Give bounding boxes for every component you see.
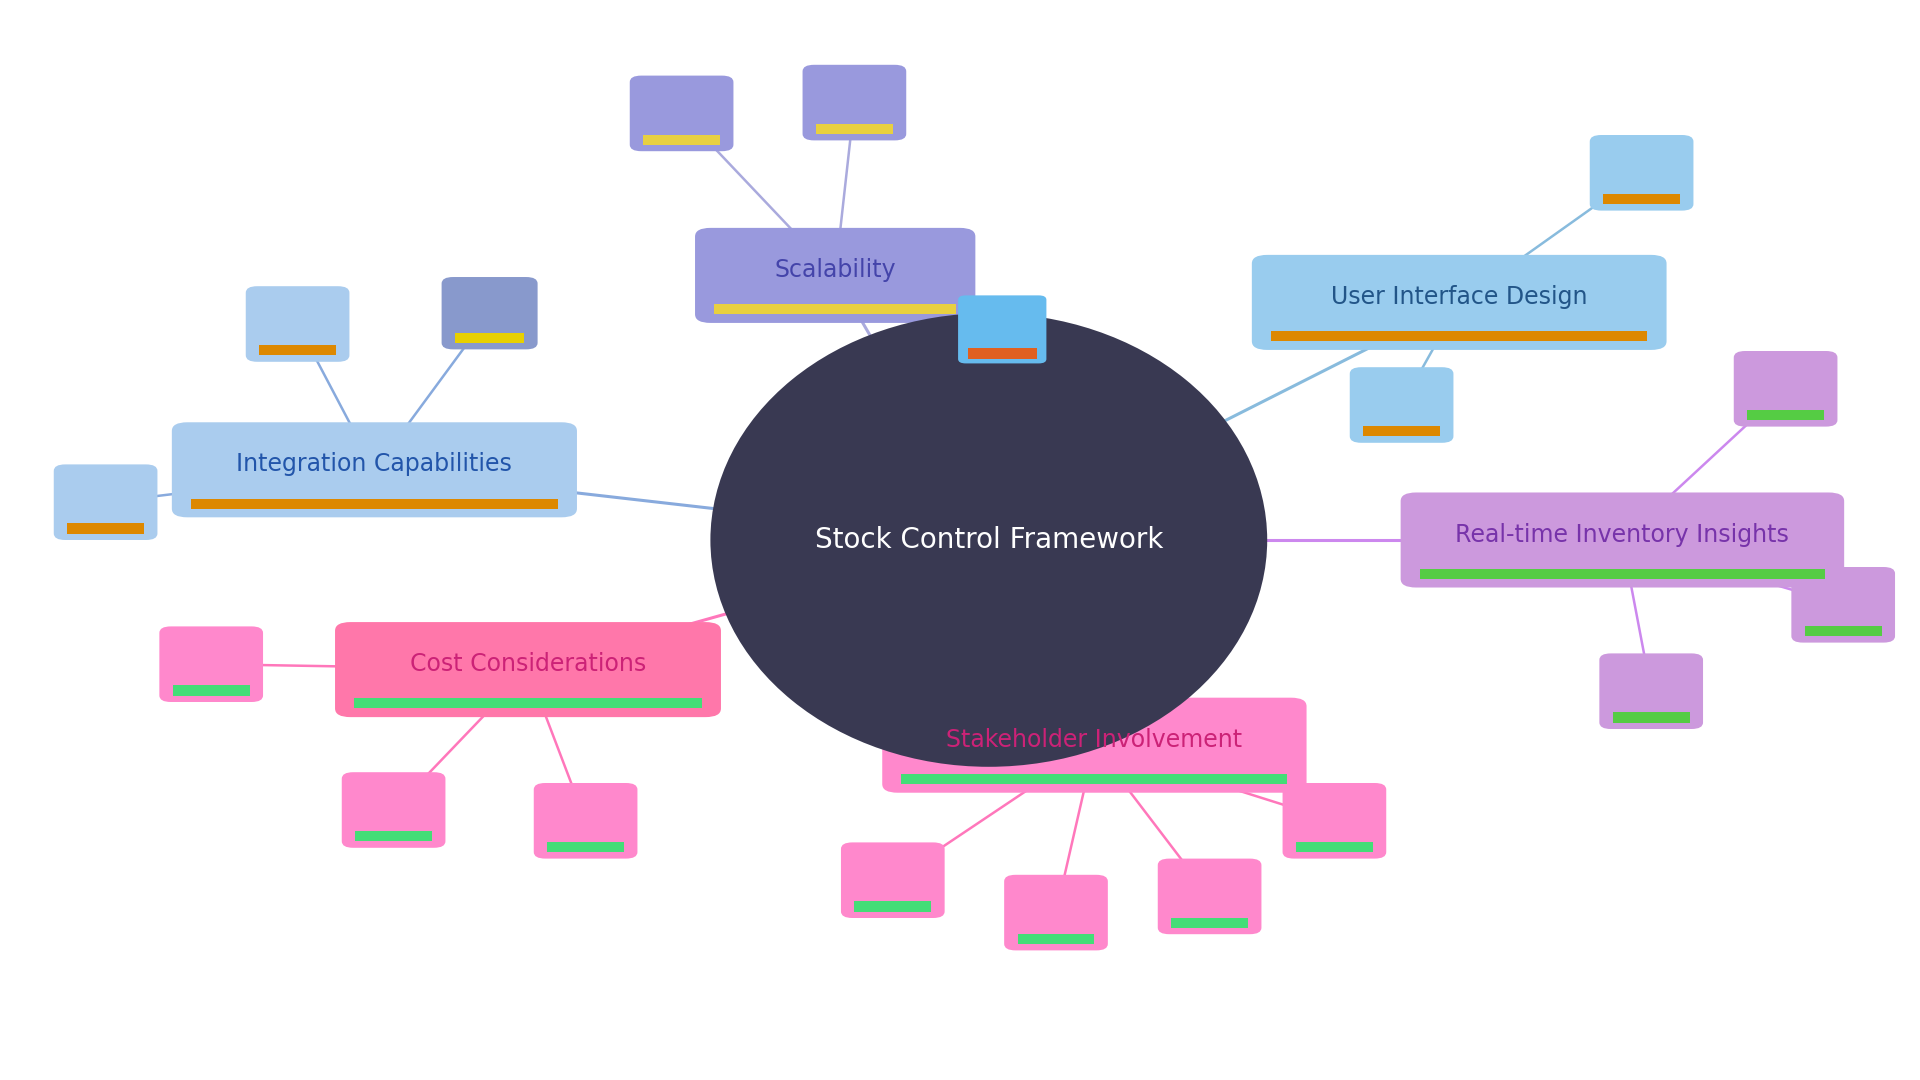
Text: User Interface Design: User Interface Design [1331,285,1588,309]
Text: Scalability: Scalability [774,258,897,282]
Bar [1271,332,1647,341]
FancyBboxPatch shape [1004,875,1108,950]
FancyBboxPatch shape [1350,367,1453,443]
Bar [1296,842,1373,852]
FancyBboxPatch shape [1734,351,1837,427]
Bar [854,902,931,912]
FancyBboxPatch shape [630,76,733,151]
Text: Stock Control Framework: Stock Control Framework [814,526,1164,554]
Bar [968,349,1037,359]
FancyBboxPatch shape [336,622,722,717]
Bar [67,524,144,534]
FancyBboxPatch shape [54,464,157,540]
Text: Stakeholder Involvement: Stakeholder Involvement [947,728,1242,752]
FancyBboxPatch shape [1252,255,1667,350]
Bar [1603,194,1680,204]
Text: Cost Considerations: Cost Considerations [409,652,647,676]
FancyBboxPatch shape [534,783,637,859]
FancyBboxPatch shape [958,296,1046,363]
FancyBboxPatch shape [246,286,349,362]
FancyBboxPatch shape [841,842,945,918]
Ellipse shape [710,313,1267,767]
Bar [902,774,1286,784]
Bar [714,305,956,314]
FancyBboxPatch shape [1158,859,1261,934]
FancyBboxPatch shape [881,698,1306,793]
Bar [1018,934,1094,944]
Bar [643,135,720,145]
Bar [816,124,893,134]
Bar [1171,918,1248,928]
Bar [1747,410,1824,420]
Text: Integration Capabilities: Integration Capabilities [236,453,513,476]
Bar [1613,713,1690,723]
Bar [547,842,624,852]
FancyBboxPatch shape [803,65,906,140]
Text: Real-time Inventory Insights: Real-time Inventory Insights [1455,523,1789,546]
Bar [355,832,432,841]
Bar [173,686,250,696]
FancyBboxPatch shape [342,772,445,848]
Bar [1805,626,1882,636]
FancyBboxPatch shape [1791,567,1895,643]
FancyBboxPatch shape [1590,135,1693,211]
FancyBboxPatch shape [695,228,975,323]
FancyBboxPatch shape [1283,783,1386,859]
Bar [259,346,336,355]
FancyBboxPatch shape [442,276,538,350]
FancyBboxPatch shape [173,422,576,517]
Bar [455,334,524,343]
Bar [192,499,557,509]
FancyBboxPatch shape [1400,492,1843,588]
Bar [355,699,703,708]
Bar [1419,569,1824,579]
FancyBboxPatch shape [159,626,263,702]
FancyBboxPatch shape [1599,653,1703,729]
Bar [1363,427,1440,436]
